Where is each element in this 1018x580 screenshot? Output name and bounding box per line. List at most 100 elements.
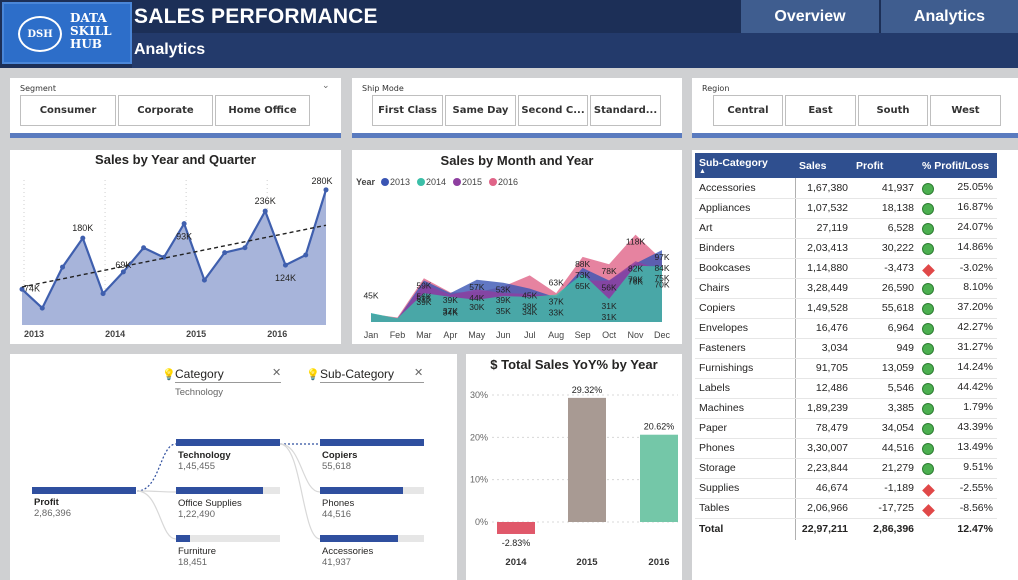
- cell-subcategory: Machines: [695, 398, 796, 419]
- cell-pct: -2.55%: [918, 478, 997, 499]
- y-tick-label: 10%: [470, 475, 488, 485]
- col-sales-header[interactable]: Sales: [795, 153, 852, 178]
- chevron-down-icon[interactable]: ⌄: [322, 81, 330, 91]
- category-header[interactable]: Category: [175, 367, 281, 383]
- ship-second-class-button[interactable]: Second C...: [518, 95, 588, 126]
- cell-profit: 55,618: [852, 298, 918, 319]
- cell-profit: 34,054: [852, 418, 918, 439]
- status-diamond-icon: [922, 503, 935, 517]
- status-circle-icon: [922, 343, 934, 355]
- close-icon[interactable]: ✕: [414, 367, 424, 379]
- cell-subcategory: Storage: [695, 458, 796, 479]
- data-label: 39K: [496, 295, 511, 305]
- data-point: [262, 208, 268, 214]
- data-label: 124K: [275, 273, 296, 283]
- data-point: [80, 235, 86, 241]
- table-row[interactable]: Art 27,119 6,528 24.07%: [695, 218, 997, 239]
- close-icon[interactable]: ✕: [272, 367, 282, 379]
- segment-slicer: Segment ⌄ Consumer Corporate Home Office: [10, 78, 341, 138]
- region-east-button[interactable]: East: [785, 95, 856, 126]
- cell-subcategory: Labels: [695, 378, 796, 399]
- data-label: 63K: [549, 277, 564, 287]
- table-row[interactable]: Paper 78,479 34,054 43.39%: [695, 418, 997, 439]
- decomp-connectors: [136, 443, 321, 540]
- ship-standard-button[interactable]: Standard...: [590, 95, 661, 126]
- segment-consumer-button[interactable]: Consumer: [20, 95, 116, 126]
- cell-profit: 18,138: [852, 198, 918, 219]
- table-row[interactable]: Phones 3,30,007 44,516 13.49%: [695, 438, 997, 459]
- table-row[interactable]: Bookcases 1,14,880 -3,473 -3.02%: [695, 258, 997, 279]
- sales-month-year-card: Sales by Month and Year Year 2013 2014 2015…: [352, 150, 682, 344]
- x-tick-label: Apr: [443, 330, 457, 340]
- table-row[interactable]: Storage 2,23,844 21,279 9.51%: [695, 458, 997, 479]
- cell-profit: 41,937: [852, 178, 918, 199]
- col-pct-header[interactable]: % Profit/Loss: [918, 153, 997, 178]
- cell-sales: 1,49,528: [795, 298, 852, 319]
- chart-title: $ Total Sales YoY% by Year: [490, 357, 658, 372]
- table-row[interactable]: Supplies 46,674 -1,189 -2.55%: [695, 478, 997, 499]
- cell-subcategory: Bookcases: [695, 258, 796, 279]
- data-label: 57K: [469, 282, 484, 292]
- status-circle-icon: [922, 243, 934, 255]
- data-label: -2.83%: [502, 538, 531, 548]
- cell-subcategory: Envelopes: [695, 318, 796, 339]
- data-label: 69K: [115, 260, 131, 270]
- slicer-accent-line: [352, 133, 682, 138]
- data-label: 93K: [176, 232, 192, 242]
- table-row[interactable]: Appliances 1,07,532 18,138 16.87%: [695, 198, 997, 219]
- cell-pct: 24.07%: [918, 218, 997, 239]
- region-west-button[interactable]: West: [930, 95, 1001, 126]
- data-point: [323, 187, 329, 193]
- ship-same-day-button[interactable]: Same Day: [445, 95, 516, 126]
- table-row[interactable]: Labels 12,486 5,546 44.42%: [695, 378, 997, 399]
- data-label: 39K: [416, 297, 431, 307]
- lightbulb-icon: 💡: [162, 369, 176, 381]
- status-diamond-icon: [922, 263, 935, 277]
- data-label: 37K: [443, 306, 458, 316]
- region-south-button[interactable]: South: [858, 95, 928, 126]
- decomposition-tree-card: 💡 Category ✕ Technology 💡 Sub-Category ✕…: [10, 354, 457, 580]
- series-area: [371, 265, 662, 322]
- table-row[interactable]: Machines 1,89,239 3,385 1.79%: [695, 398, 997, 419]
- nav-overview-button[interactable]: Overview: [741, 0, 879, 33]
- cell-pct: 13.49%: [918, 438, 997, 459]
- data-label: 53K: [496, 285, 511, 295]
- cell-profit: 30,222: [852, 238, 918, 259]
- ship-first-class-button[interactable]: First Class: [372, 95, 443, 126]
- cell-subcategory: Copiers: [695, 298, 796, 319]
- subcategory-table: Sub-Category ▲ Sales Profit % Profit/Loss…: [695, 153, 997, 540]
- table-row[interactable]: Envelopes 16,476 6,964 42.27%: [695, 318, 997, 339]
- cell-profit: 3,385: [852, 398, 918, 419]
- data-point: [201, 277, 207, 283]
- cell-pct: 42.27%: [918, 318, 997, 339]
- table-row[interactable]: Copiers 1,49,528 55,618 37.20%: [695, 298, 997, 319]
- sort-asc-icon[interactable]: ▲: [699, 167, 706, 175]
- table-row[interactable]: Binders 2,03,413 30,222 14.86%: [695, 238, 997, 259]
- status-circle-icon: [922, 182, 934, 195]
- nav-analytics-button[interactable]: Analytics: [881, 0, 1018, 33]
- table-row[interactable]: Chairs 3,28,449 26,590 8.10%: [695, 278, 997, 299]
- subcategory-header[interactable]: Sub-Category: [320, 367, 424, 383]
- segment-home-office-button[interactable]: Home Office: [215, 95, 310, 126]
- x-tick-label: 2014: [505, 557, 527, 568]
- x-tick-label: Dec: [654, 330, 671, 340]
- data-label: 37K: [549, 297, 564, 307]
- slicer-accent-line: [692, 133, 1018, 138]
- status-circle-icon: [922, 203, 934, 215]
- data-label: 97K: [654, 252, 669, 262]
- data-label: 33K: [549, 308, 564, 318]
- col-profit-header[interactable]: Profit: [852, 153, 918, 178]
- table-row[interactable]: Tables 2,06,966 -17,725 -8.56%: [695, 498, 997, 519]
- data-label: 84K: [654, 263, 669, 273]
- cell-pct: -8.56%: [918, 498, 997, 519]
- table-row[interactable]: Accessories 1,67,380 41,937 25.05%: [695, 178, 997, 199]
- region-central-button[interactable]: Central: [713, 95, 783, 126]
- table-row[interactable]: Fasteners 3,034 949 31.27%: [695, 338, 997, 359]
- segment-corporate-button[interactable]: Corporate: [118, 95, 213, 126]
- cell-sales: 2,23,844: [795, 458, 852, 479]
- cell-pct: 9.51%: [918, 458, 997, 479]
- cell-sales: 2,03,413: [795, 238, 852, 259]
- table-row[interactable]: Furnishings 91,705 13,059 14.24%: [695, 358, 997, 379]
- legend-marker: [381, 178, 389, 186]
- col-subcategory-header[interactable]: Sub-Category ▲: [695, 153, 795, 178]
